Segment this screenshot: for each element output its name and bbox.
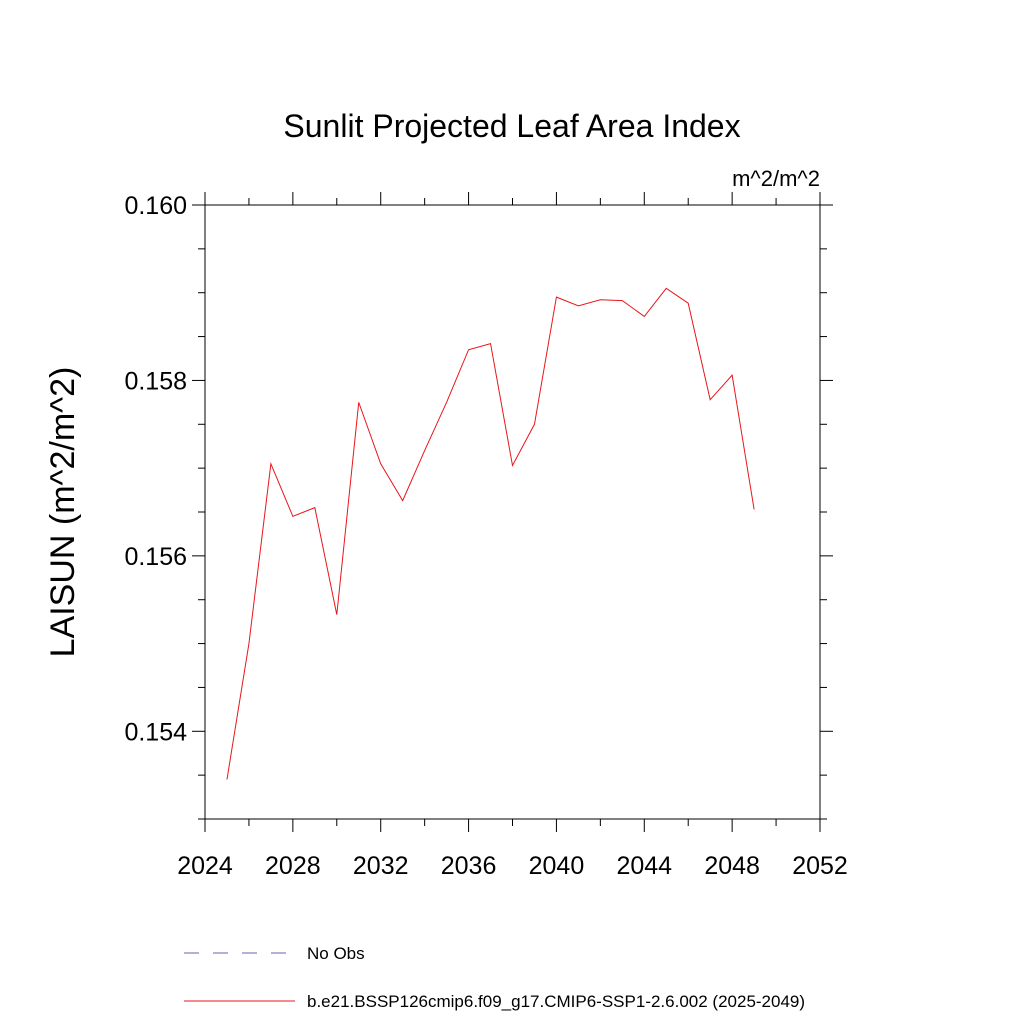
chart-title: Sunlit Projected Leaf Area Index <box>283 108 740 144</box>
y-tick-label: 0.156 <box>124 543 187 571</box>
units-label: m^2/m^2 <box>732 166 820 191</box>
x-tick-label: 2024 <box>177 852 233 880</box>
legend: No Obs b.e21.BSSP126cmip6.f09_g17.CMIP6-… <box>184 944 805 1011</box>
y-tick-label: 0.160 <box>124 192 187 220</box>
x-tick-label: 2052 <box>792 852 848 880</box>
y-axis: 0.154 0.156 0.158 0.160 <box>124 192 833 820</box>
y-tick-label: 0.158 <box>124 367 187 395</box>
x-axis: 2024 2028 2032 2036 2040 2044 2048 2052 <box>177 192 848 880</box>
x-tick-label: 2044 <box>616 852 672 880</box>
series-line <box>226 287 755 780</box>
x-tick-label: 2048 <box>704 852 760 880</box>
y-axis-label: LAISUN (m^2/m^2) <box>44 367 82 658</box>
y-tick-label: 0.154 <box>124 718 187 746</box>
x-tick-label: 2040 <box>529 852 585 880</box>
series-group <box>226 287 755 780</box>
x-tick-label: 2036 <box>441 852 497 880</box>
x-tick-label: 2028 <box>265 852 321 880</box>
plot-frame <box>204 204 821 820</box>
legend-label-no-obs: No Obs <box>307 944 365 963</box>
legend-label-model: b.e21.BSSP126cmip6.f09_g17.CMIP6-SSP1-2.… <box>307 992 805 1011</box>
x-tick-label: 2032 <box>353 852 409 880</box>
